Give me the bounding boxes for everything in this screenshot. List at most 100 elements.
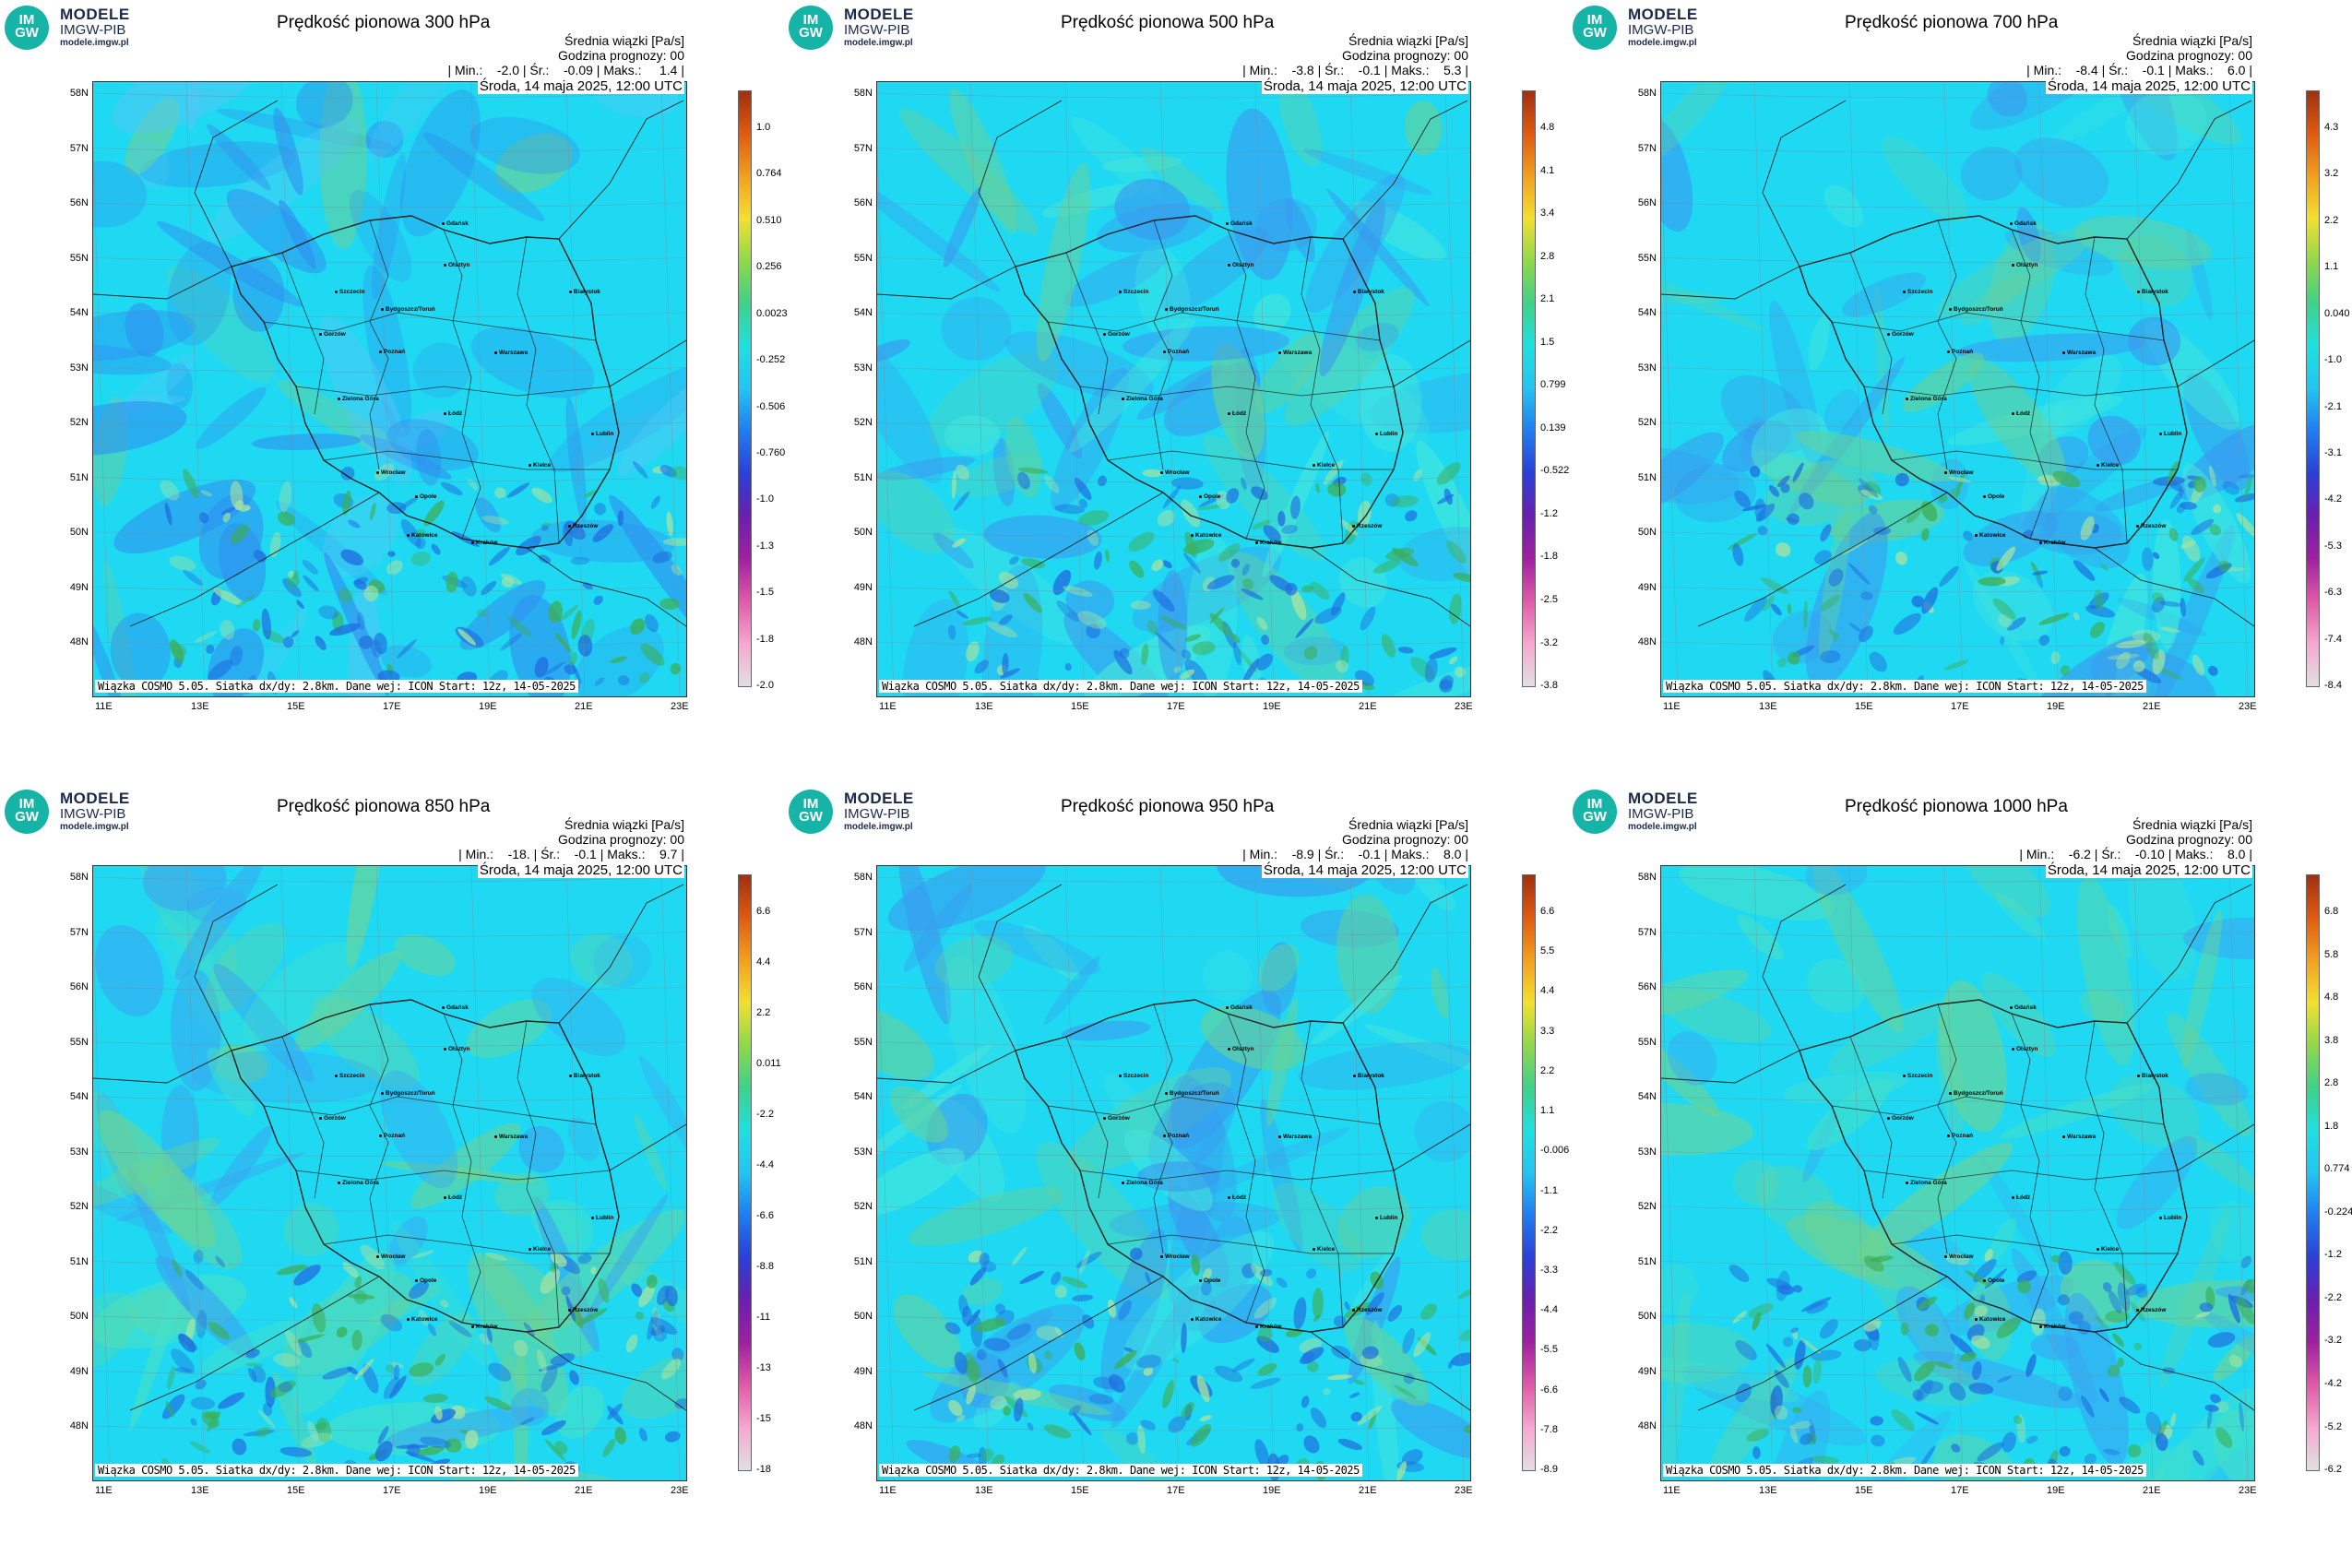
- lon-label: 13E: [975, 1485, 993, 1496]
- lat-label: 54N: [69, 1091, 89, 1102]
- imgw-logo: IM GW MODELE IMGW-PIB modele.imgw.pl: [789, 6, 927, 52]
- lat-label: 48N: [1637, 1420, 1657, 1431]
- lon-label: 23E: [1455, 1485, 1473, 1496]
- city-dot: [2097, 1248, 2099, 1251]
- lat-label: 53N: [853, 362, 873, 374]
- forecast-hour: Godzina prognozy: 00: [2126, 832, 2252, 847]
- lat-label: 50N: [1637, 1311, 1657, 1322]
- lat-label: 54N: [1637, 1091, 1657, 1102]
- lon-label: 15E: [1855, 1485, 1873, 1496]
- colorbar-label: -18: [756, 1464, 771, 1475]
- city-dot: [2159, 433, 2162, 435]
- colorbar-label: 6.8: [2324, 906, 2339, 917]
- city-layer: Gdańsk Olsztyn Szczecin Bydgoszcz/Toruń …: [1661, 82, 2254, 696]
- logo-url: modele.imgw.pl: [844, 38, 913, 48]
- city-dot: [569, 1075, 572, 1077]
- city-dot: [494, 1135, 497, 1138]
- logo-name: MODELE: [1628, 790, 1698, 807]
- lat-label: 56N: [69, 981, 89, 992]
- city-dot: [444, 264, 446, 267]
- lon-label: 13E: [1759, 1485, 1777, 1496]
- colorbar: [738, 90, 752, 687]
- lat-label: 51N: [853, 471, 873, 483]
- city-label: Warszawa: [494, 350, 528, 356]
- lat-label: 50N: [69, 527, 89, 538]
- colorbar-label: 1.1: [1540, 1105, 1555, 1117]
- valid-date: Środa, 14 maja 2025, 12:00 UTC: [477, 862, 684, 878]
- valid-date: Środa, 14 maja 2025, 12:00 UTC: [2045, 862, 2252, 878]
- lon-label: 17E: [1167, 1485, 1185, 1496]
- lon-label: 13E: [191, 701, 209, 712]
- city-dot: [1191, 1318, 1194, 1321]
- forecast-hour: Godzina prognozy: 00: [1342, 48, 1468, 63]
- city-label: Opole: [415, 493, 436, 500]
- city-label: Zielona Góra: [1122, 396, 1163, 402]
- city-label: Gorzów: [1103, 1115, 1130, 1122]
- logo-name: MODELE: [844, 790, 914, 807]
- imgw-logo-mark: IM GW: [789, 6, 833, 50]
- colorbar-label: 2.1: [1540, 293, 1555, 305]
- logo-url: modele.imgw.pl: [60, 822, 129, 832]
- lat-label: 58N: [853, 872, 873, 883]
- city-dot: [1903, 1075, 1906, 1077]
- lat-label: 56N: [69, 197, 89, 208]
- lon-label: 11E: [879, 701, 897, 712]
- city-label: Gorzów: [1887, 331, 1914, 338]
- units-label: Średnia wiązki [Pa/s]: [2132, 817, 2252, 832]
- panel-title: Prędkość pionowa 700 hPa: [1845, 13, 2059, 32]
- city-label: Łódź: [2012, 410, 2030, 417]
- city-label: Opole: [1983, 1277, 2004, 1284]
- lat-label: 52N: [69, 417, 89, 428]
- map-panel: IM GW MODELE IMGW-PIB modele.imgw.pl Pręd…: [784, 0, 1569, 784]
- colorbar-label: 0.764: [756, 168, 782, 180]
- colorbar-label: 4.1: [1540, 164, 1555, 176]
- lon-label: 15E: [1855, 701, 1873, 712]
- city-dot: [1228, 264, 1230, 267]
- colorbar-label: -2.2: [756, 1109, 774, 1120]
- city-label: Olsztyn: [1228, 1046, 1253, 1052]
- lon-label: 19E: [1263, 701, 1281, 712]
- city-label: Poznań: [1947, 349, 1973, 355]
- forecast-hour: Godzina prognozy: 00: [1342, 832, 1468, 847]
- city-label: Kraków: [2039, 540, 2065, 546]
- imgw-logo: IM GW MODELE IMGW-PIB modele.imgw.pl: [1573, 790, 1711, 836]
- lat-label: 57N: [853, 926, 873, 938]
- city-dot: [376, 471, 379, 474]
- city-label: Katowice: [1975, 1316, 2006, 1323]
- city-label: Szczecin: [335, 289, 364, 295]
- city-label: Kraków: [2039, 1324, 2065, 1330]
- lat-label: 48N: [853, 636, 873, 647]
- lon-label: 21E: [2143, 1485, 2161, 1496]
- colorbar-label: -0.006: [1540, 1145, 1570, 1157]
- colorbar-label: 0.139: [1540, 422, 1566, 434]
- colorbar-label: -3.2: [1540, 636, 1558, 648]
- city-label: Bydgoszcz/Toruń: [1949, 1090, 2003, 1097]
- lon-label: 17E: [1951, 701, 1969, 712]
- imgw-logo: IM GW MODELE IMGW-PIB modele.imgw.pl: [1573, 6, 1711, 52]
- imgw-logo-mark: IM GW: [1573, 6, 1617, 50]
- colorbar: [2306, 90, 2320, 687]
- city-dot: [1199, 495, 1202, 498]
- map-area: Gdańsk Olsztyn Szczecin Bydgoszcz/Toruń …: [92, 865, 687, 1481]
- colorbar-label: -11: [756, 1312, 771, 1323]
- city-dot: [2062, 351, 2065, 354]
- logo-name: MODELE: [60, 790, 130, 807]
- colorbar: [1522, 90, 1536, 687]
- logo-url: modele.imgw.pl: [1628, 822, 1697, 832]
- city-dot: [1353, 291, 1356, 293]
- colorbar-label: 1.1: [2324, 261, 2339, 273]
- panel-title: Prędkość pionowa 500 hPa: [1061, 13, 1275, 32]
- imgw-logo: IM GW MODELE IMGW-PIB modele.imgw.pl: [789, 790, 927, 836]
- lat-label: 56N: [1637, 981, 1657, 992]
- city-label: Gorzów: [319, 331, 346, 338]
- city-label: Wrocław: [1160, 1253, 1190, 1260]
- lat-label: 53N: [69, 362, 89, 374]
- city-label: Gdańsk: [2010, 1004, 2037, 1011]
- colorbar-label: 0.799: [1540, 379, 1566, 391]
- city-dot: [1163, 1134, 1166, 1137]
- forecast-hour: Godzina prognozy: 00: [558, 832, 684, 847]
- colorbar-label: -7.4: [2324, 633, 2342, 645]
- colorbar: [738, 874, 752, 1471]
- city-dot: [1353, 1075, 1356, 1077]
- city-dot: [1160, 1255, 1163, 1258]
